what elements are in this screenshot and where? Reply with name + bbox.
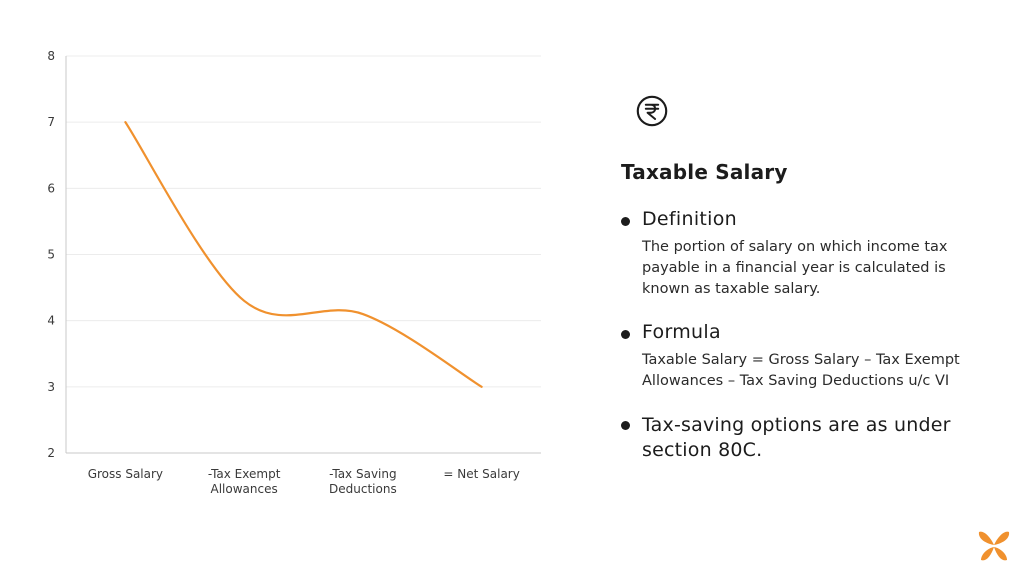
y-axis: 2 3 4 5 6 7 8 <box>47 49 67 460</box>
bullet-dot <box>621 421 630 430</box>
x-axis: Gross Salary -Tax Exempt Allowances -Tax Sa… <box>88 467 520 496</box>
y-tick-label: 8 <box>47 49 55 63</box>
formula-text: Taxable Salary = Gross Salary – Tax Exem… <box>642 352 960 389</box>
tax-saving-options-text: Tax-saving options are as under section … <box>642 414 951 461</box>
x-tick-label: = Net Salary <box>443 467 519 481</box>
butterfly-logo <box>978 531 1010 561</box>
x-tick-label: Gross Salary <box>88 467 163 481</box>
rupee-icon <box>636 95 668 127</box>
y-tick-label: 6 <box>47 181 55 195</box>
gridlines <box>66 55 541 454</box>
y-tick-label: 3 <box>47 380 55 394</box>
line-chart: 2 3 4 5 6 7 8 Gross Salary -Tax Exempt Allowance… <box>47 49 541 496</box>
x-tick-label: -Tax Exempt Allowances <box>208 467 281 496</box>
formula-heading: Formula <box>642 321 721 343</box>
y-tick-label: 5 <box>47 248 55 262</box>
bullet-dot <box>621 330 630 339</box>
y-tick-label: 4 <box>47 314 55 328</box>
bullet-dot <box>621 217 630 226</box>
definition-heading: Definition <box>642 208 738 230</box>
x-tick-label: -Tax Saving Deductions <box>329 467 397 496</box>
definition-text: The portion of salary on which income ta… <box>642 239 948 297</box>
y-tick-label: 2 <box>47 446 55 460</box>
panel-title: Taxable Salary <box>621 160 788 184</box>
y-tick-label: 7 <box>47 115 55 129</box>
series-line <box>124 121 483 388</box>
